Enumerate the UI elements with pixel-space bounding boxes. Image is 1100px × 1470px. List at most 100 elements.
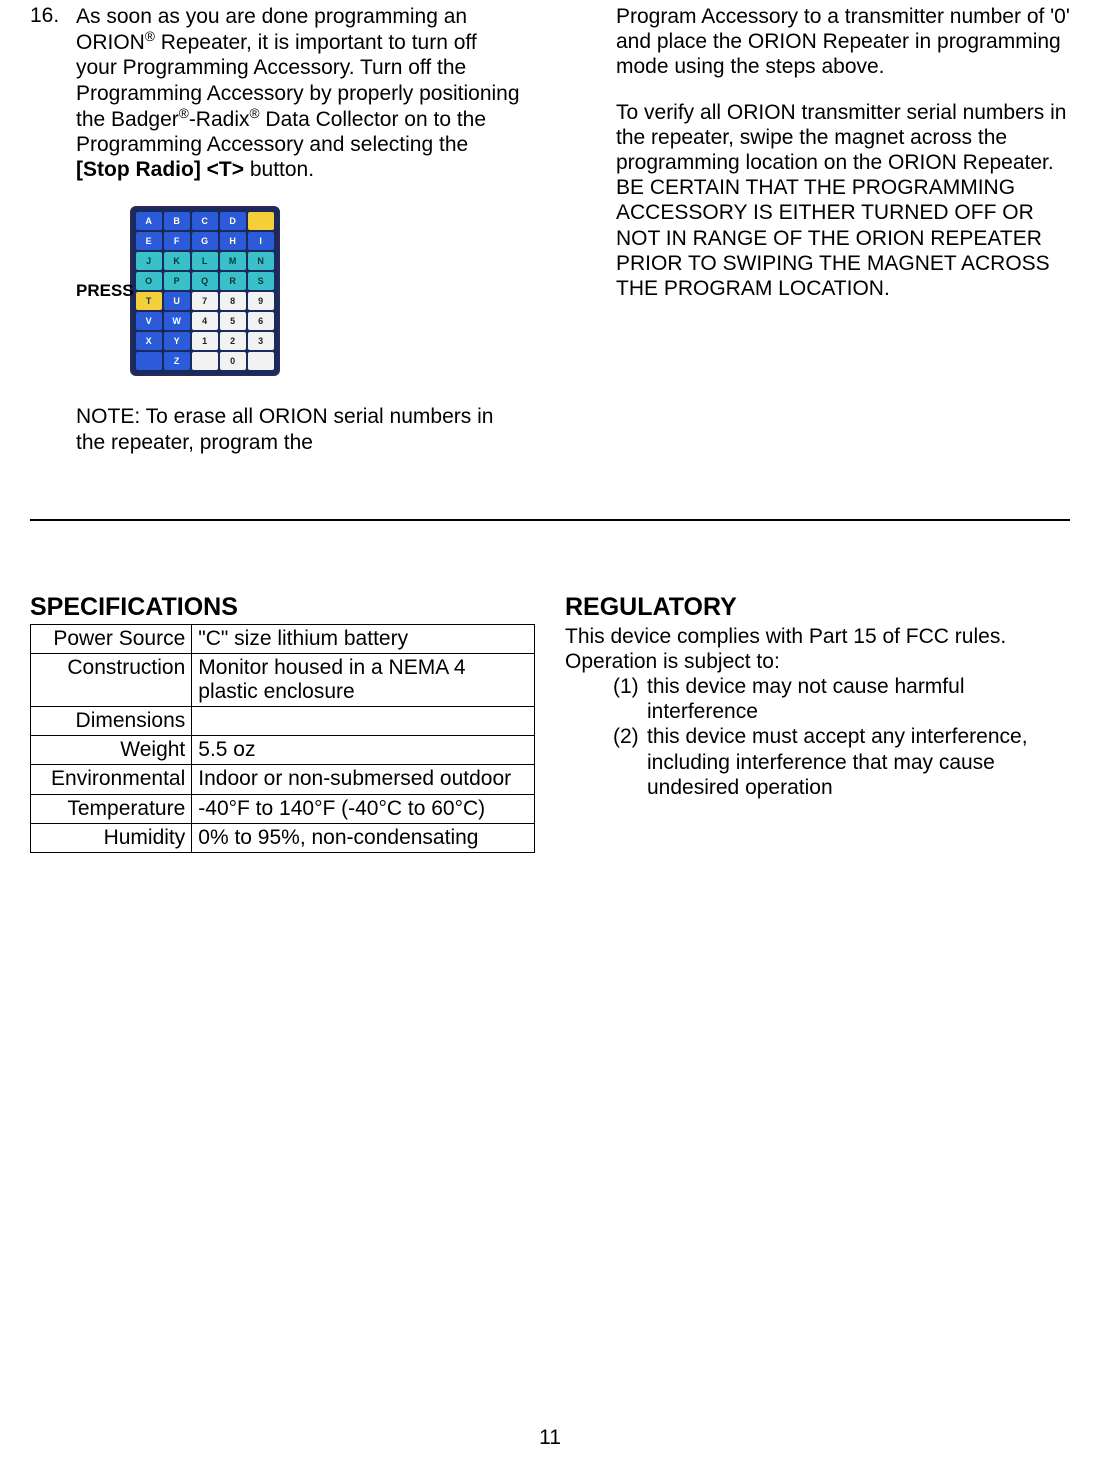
spec-value: Indoor or non-submersed outdoor: [192, 765, 535, 794]
item16-paragraph: As soon as you are done programming an O…: [76, 4, 520, 182]
left-column: 16. As soon as you are done programming …: [30, 4, 520, 455]
keypad-row: OPQRS: [136, 272, 274, 290]
table-row: Power Source"C" size lithium battery: [31, 624, 535, 653]
right-para1: Program Accessory to a transmitter numbe…: [616, 4, 1070, 80]
list-item: (1) this device may not cause harmful in…: [613, 674, 1070, 724]
keypad-key: N: [248, 252, 274, 270]
p1-mid2: -Radix: [189, 108, 250, 131]
keypad-key: M: [220, 252, 246, 270]
table-row: Dimensions: [31, 707, 535, 736]
table-row: Weight5.5 oz: [31, 736, 535, 765]
keypad-key: Z: [164, 352, 190, 370]
keypad-key: 5: [220, 312, 246, 330]
right-column: Program Accessory to a transmitter numbe…: [580, 4, 1070, 455]
keypad-key: A: [136, 212, 162, 230]
table-row: Humidity0% to 95%, non-condensating: [31, 823, 535, 852]
keypad-key: 9: [248, 292, 274, 310]
list-item-16: 16. As soon as you are done programming …: [30, 4, 520, 455]
reg-item-text: this device may not cause harmful interf…: [647, 674, 1070, 724]
page-number: 11: [0, 1426, 1100, 1450]
keypad-key: J: [136, 252, 162, 270]
reg-item-number: (1): [613, 674, 647, 724]
keypad-row: EFGHI: [136, 232, 274, 250]
spec-value: 5.5 oz: [192, 736, 535, 765]
list-item: (2) this device must accept any interfer…: [613, 724, 1070, 800]
keypad-key: Q: [192, 272, 218, 290]
keypad-icon: ABCDEFGHIJKLMNOPQRSTU789VW456XY123Z0: [130, 206, 280, 376]
spec-label: Environmental: [31, 765, 192, 794]
keypad-key: V: [136, 312, 162, 330]
keypad-row: VW456: [136, 312, 274, 330]
keypad-row: TU789: [136, 292, 274, 310]
reg-mark: ®: [179, 106, 189, 121]
item-body: As soon as you are done programming an O…: [76, 4, 520, 455]
keypad-key: H: [220, 232, 246, 250]
keypad-key: 2: [220, 332, 246, 350]
keypad-key: T: [136, 292, 162, 310]
keypad-row: JKLMN: [136, 252, 274, 270]
keypad-key: W: [164, 312, 190, 330]
keypad-key: K: [164, 252, 190, 270]
right-caps-warning: BE CERTAIN THAT THE PROGRAMMING ACCESSOR…: [616, 176, 1050, 300]
stop-radio-bold: [Stop Radio] <T>: [76, 158, 244, 181]
table-row: Temperature-40°F to 140°F (-40°C to 60°C…: [31, 794, 535, 823]
press-label: PRESS: [76, 281, 134, 301]
keypad-key: 4: [192, 312, 218, 330]
spec-label: Construction: [31, 653, 192, 706]
spec-value: "C" size lithium battery: [192, 624, 535, 653]
specs-heading: SPECIFICATIONS: [30, 593, 535, 622]
keypad-key: 6: [248, 312, 274, 330]
spec-value: [192, 707, 535, 736]
keypad-key: 0: [220, 352, 246, 370]
keypad-key: P: [164, 272, 190, 290]
right-para2-text: To verify all ORION transmitter serial n…: [616, 101, 1066, 174]
keypad-key: E: [136, 232, 162, 250]
spec-value: 0% to 95%, non-condensating: [192, 823, 535, 852]
spec-value: Monitor housed in a NEMA 4 plastic enclo…: [192, 653, 535, 706]
keypad-key: D: [220, 212, 246, 230]
keypad-key: 8: [220, 292, 246, 310]
regulatory-list: (1) this device may not cause harmful in…: [565, 674, 1070, 800]
reg-mark: ®: [145, 29, 155, 44]
keypad-figure: PRESS ABCD EFGHI JKLMN OPQRS TU789 VW456 XY123…: [76, 206, 520, 376]
keypad-key: [192, 352, 218, 370]
reg-item-number: (2): [613, 724, 647, 800]
item16-note: NOTE: To erase all ORION serial numbers …: [76, 404, 520, 454]
spec-label: Dimensions: [31, 707, 192, 736]
table-row: EnvironmentalIndoor or non-submersed out…: [31, 765, 535, 794]
regulatory-heading: REGULATORY: [565, 593, 1070, 622]
regulatory-intro: This device complies with Part 15 of FCC…: [565, 624, 1070, 674]
keypad-key: G: [192, 232, 218, 250]
keypad-key: [136, 352, 162, 370]
keypad-row: Z0: [136, 352, 274, 370]
keypad-key: U: [164, 292, 190, 310]
keypad-row: XY123: [136, 332, 274, 350]
specifications-column: SPECIFICATIONS Power Source"C" size lith…: [30, 593, 535, 853]
p1-end: button.: [244, 158, 314, 181]
keypad-key: R: [220, 272, 246, 290]
item-number: 16.: [30, 4, 76, 28]
keypad-key: Y: [164, 332, 190, 350]
keypad-key: 3: [248, 332, 274, 350]
keypad-key: X: [136, 332, 162, 350]
keypad-key: C: [192, 212, 218, 230]
keypad-key: 7: [192, 292, 218, 310]
keypad-key: 1: [192, 332, 218, 350]
spec-value: -40°F to 140°F (-40°C to 60°C): [192, 794, 535, 823]
table-row: ConstructionMonitor housed in a NEMA 4 p…: [31, 653, 535, 706]
regulatory-column: REGULATORY This device complies with Par…: [565, 593, 1070, 853]
spec-label: Weight: [31, 736, 192, 765]
keypad-key: S: [248, 272, 274, 290]
top-two-column: 16. As soon as you are done programming …: [30, 0, 1070, 455]
spec-label: Humidity: [31, 823, 192, 852]
keypad-key: [248, 352, 274, 370]
spec-label: Temperature: [31, 794, 192, 823]
reg-mark: ®: [250, 106, 260, 121]
keypad-key: I: [248, 232, 274, 250]
spec-label: Power Source: [31, 624, 192, 653]
keypad-key: F: [164, 232, 190, 250]
section-divider: [30, 519, 1070, 521]
keypad-key: O: [136, 272, 162, 290]
right-para2: To verify all ORION transmitter serial n…: [616, 100, 1070, 302]
keypad-row: ABCD: [136, 212, 274, 230]
